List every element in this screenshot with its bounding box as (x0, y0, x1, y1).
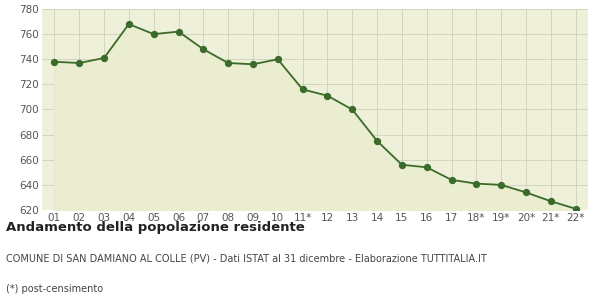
Point (447, 177, 457, 182)
Point (571, 206, 580, 211)
Point (397, 162, 407, 167)
Text: (*) post-censimento: (*) post-censimento (6, 284, 103, 293)
Point (323, 93, 332, 98)
Point (422, 165, 431, 170)
Point (521, 190, 531, 195)
Point (546, 199, 556, 204)
Point (472, 181, 481, 186)
Text: Andamento della popolazione residente: Andamento della popolazione residente (6, 220, 305, 233)
Point (372, 139, 382, 143)
Point (124, 22, 134, 26)
Point (298, 87, 307, 92)
Point (99, 56, 109, 60)
Point (174, 29, 184, 34)
Point (496, 182, 506, 187)
Text: COMUNE DI SAN DAMIANO AL COLLE (PV) - Dati ISTAT al 31 dicembre - Elaborazione T: COMUNE DI SAN DAMIANO AL COLLE (PV) - Da… (6, 254, 487, 263)
Point (347, 107, 357, 112)
Point (223, 61, 233, 65)
Point (50, 59, 59, 64)
Point (248, 62, 258, 67)
Point (199, 47, 208, 52)
Point (149, 32, 158, 37)
Point (273, 57, 283, 62)
Point (74, 61, 84, 65)
